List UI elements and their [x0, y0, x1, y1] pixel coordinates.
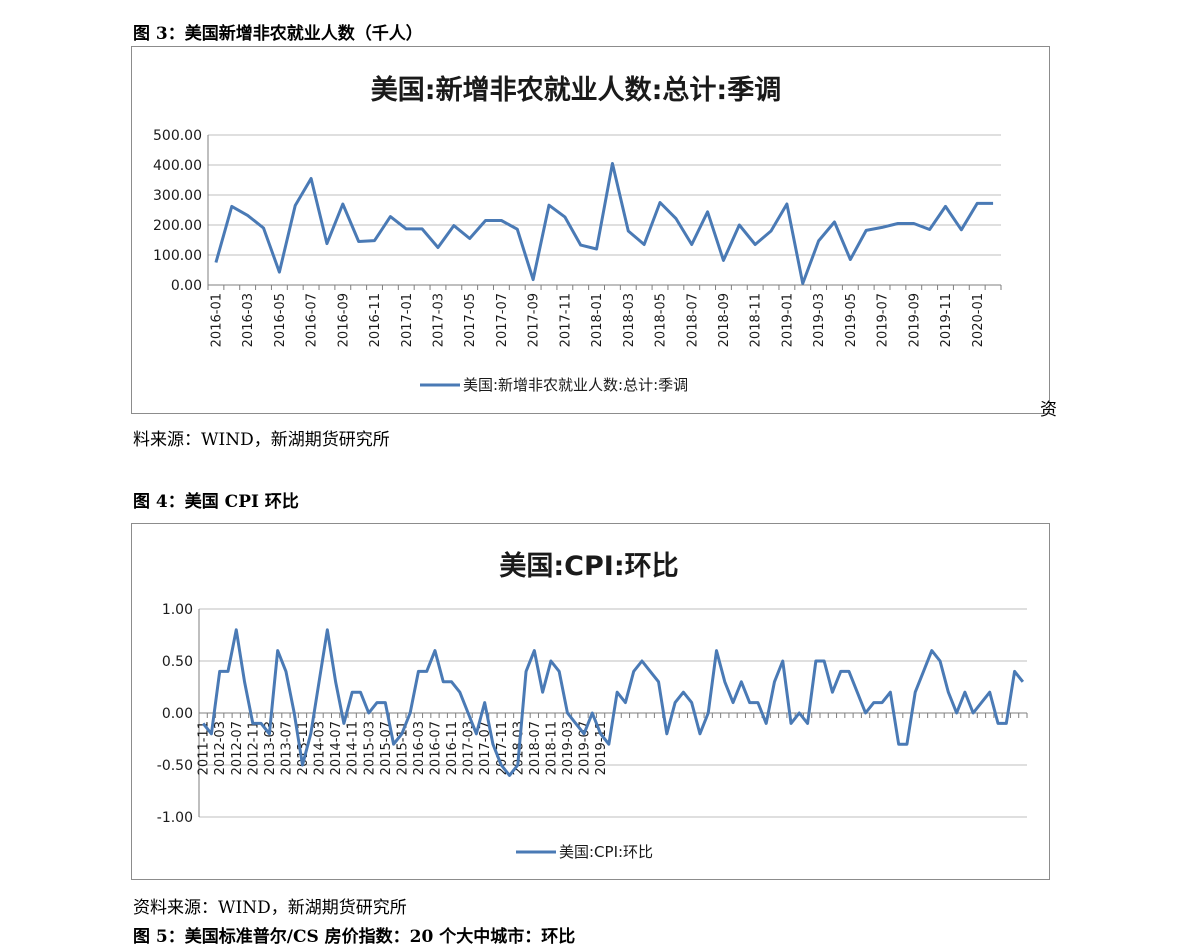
x-tick-label: 2016-07 — [429, 721, 444, 775]
figure-3-caption: 图 3：美国新增非农就业人数（千人） — [133, 19, 423, 44]
x-tick-label: 2016-03 — [241, 293, 256, 347]
x-tick-label: 2017-07 — [495, 293, 510, 347]
x-tick-label: 2018-09 — [717, 293, 732, 347]
nfp-chart: 美国:新增非农就业人数:总计:季调 0.00 100.00 200.00 300.00 4… — [132, 47, 1049, 413]
x-tick-label: 2014-03 — [313, 721, 328, 775]
x-tick-label: 2016-07 — [305, 293, 320, 347]
x-tick-label: 2018-07 — [685, 293, 700, 347]
legend-label: 美国:CPI:环比 — [559, 843, 653, 861]
x-tick-label: 2012-11 — [246, 721, 261, 775]
y-tick-label: 500.00 — [153, 128, 202, 144]
legend-label: 美国:新增非农就业人数:总计:季调 — [463, 376, 688, 394]
x-tick-label: 2014-07 — [329, 721, 344, 775]
series-line — [216, 164, 993, 284]
nfp-chart-container: 美国:新增非农就业人数:总计:季调 0.00 100.00 200.00 300.00 4… — [131, 46, 1050, 414]
y-tick-label: 0.00 — [162, 706, 193, 722]
x-tick-label: 2016-11 — [445, 721, 460, 775]
figure-4-caption: 图 4：美国 CPI 环比 — [133, 487, 299, 512]
x-tick-label: 2012-03 — [213, 721, 228, 775]
figure-4-source: 资料来源：WIND，新湖期货研究所 — [133, 893, 407, 918]
y-tick-label: 400.00 — [153, 158, 202, 174]
x-tick-label: 2019-07 — [876, 293, 891, 347]
x-tick-label: 2019-11 — [594, 721, 609, 775]
x-tick-label: 2018-11 — [749, 293, 764, 347]
x-tick-label: 2016-01 — [209, 293, 224, 347]
x-tick-label: 2018-03 — [622, 293, 637, 347]
chart-title: 美国:新增非农就业人数:总计:季调 — [371, 74, 781, 106]
x-tick-label: 2019-01 — [780, 293, 795, 347]
x-tick-label: 2019-05 — [844, 293, 859, 347]
x-tick-label: 2020-01 — [971, 293, 986, 347]
x-tick-label: 2017-09 — [527, 293, 542, 347]
x-tick-label: 2018-01 — [590, 293, 605, 347]
x-tick-label: 2018-11 — [544, 721, 559, 775]
x-tick-label: 2017-03 — [432, 293, 447, 347]
y-tick-label: 100.00 — [153, 248, 202, 264]
x-tick-label: 2016-05 — [273, 293, 288, 347]
x-tick-label: 2014-11 — [346, 721, 361, 775]
x-tick-label: 2017-01 — [400, 293, 415, 347]
x-tick-label: 2018-05 — [654, 293, 669, 347]
x-tick-label: 2019-03 — [812, 293, 827, 347]
y-tick-label: 200.00 — [153, 218, 202, 234]
y-tick-label: 1.00 — [162, 602, 193, 618]
x-tick-label: 2012-07 — [230, 721, 245, 775]
x-tick-label: 2015-03 — [362, 721, 377, 775]
chart-title: 美国:CPI:环比 — [499, 550, 678, 582]
source-fragment: 资 — [1040, 395, 1057, 420]
figure-3-source: 料来源：WIND，新湖期货研究所 — [133, 425, 390, 450]
x-tick-label: 2017-05 — [463, 293, 478, 347]
y-tick-label: 0.00 — [171, 278, 202, 294]
y-tick-label: 300.00 — [153, 188, 202, 204]
x-tick-label: 2019-11 — [939, 293, 954, 347]
x-tick-label: 2013-07 — [279, 721, 294, 775]
x-tick-label: 2016-09 — [336, 293, 351, 347]
x-tick-label: 2017-11 — [558, 293, 573, 347]
y-tick-label: -1.00 — [157, 810, 193, 826]
x-tick-label: 2016-03 — [412, 721, 427, 775]
x-tick-label: 2019-09 — [907, 293, 922, 347]
y-tick-label: -0.50 — [157, 758, 193, 774]
x-tick-label: 2018-07 — [528, 721, 543, 775]
x-tick-label: 2016-11 — [368, 293, 383, 347]
y-tick-label: 0.50 — [162, 654, 193, 670]
x-tick-label: 2019-03 — [561, 721, 576, 775]
